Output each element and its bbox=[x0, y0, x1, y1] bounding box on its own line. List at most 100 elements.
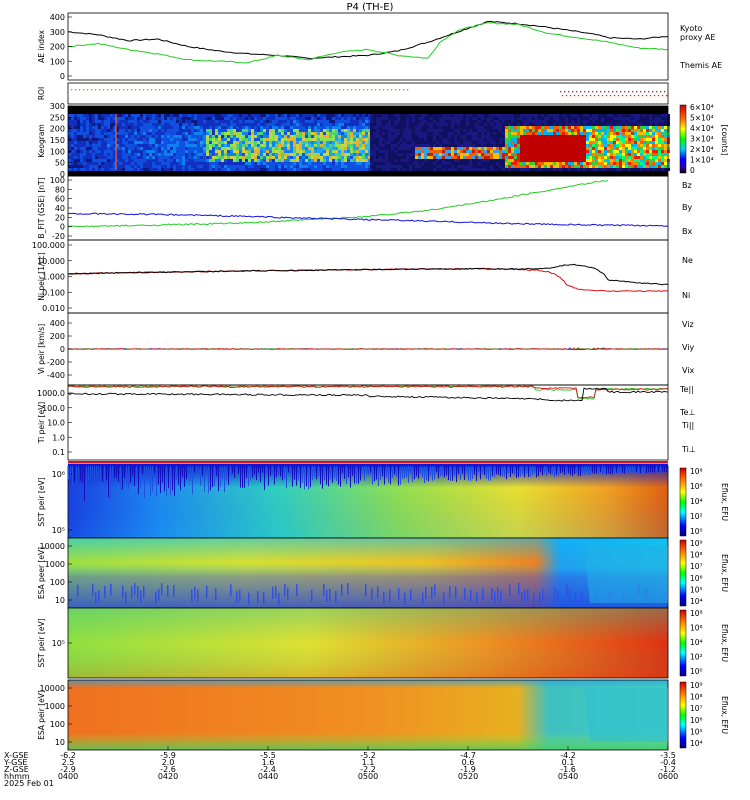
roi-dot bbox=[648, 91, 650, 93]
keogram-cell bbox=[98, 165, 101, 168]
keogram-cell bbox=[475, 150, 478, 153]
keogram-cell bbox=[260, 150, 263, 153]
keogram-cell bbox=[293, 120, 296, 123]
keogram-cell bbox=[460, 117, 463, 120]
keogram-cell bbox=[203, 120, 206, 123]
roi-dot bbox=[634, 95, 636, 97]
keogram-cell bbox=[113, 165, 116, 168]
sst-streak bbox=[324, 466, 325, 480]
keogram-cell bbox=[140, 159, 143, 162]
keogram-cell bbox=[101, 150, 104, 153]
keogram-cell bbox=[502, 141, 505, 144]
keogram-cell bbox=[430, 126, 433, 129]
keogram-cell bbox=[86, 159, 89, 162]
keogram-cell bbox=[658, 132, 661, 135]
keogram-cell bbox=[448, 123, 451, 126]
keogram-cell bbox=[191, 114, 194, 117]
keogram-cell bbox=[161, 165, 164, 168]
keogram-cell bbox=[329, 135, 332, 138]
keogram-cell bbox=[95, 165, 98, 168]
keogram-cell bbox=[365, 114, 368, 117]
keogram-cell bbox=[80, 153, 83, 156]
keogram-cell bbox=[394, 150, 397, 153]
keogram-cell bbox=[200, 147, 203, 150]
keogram-cell bbox=[439, 132, 442, 135]
sst-streak bbox=[190, 466, 191, 481]
keogram-cell bbox=[586, 141, 589, 144]
esa-streak bbox=[92, 583, 94, 596]
keogram-cell bbox=[320, 117, 323, 120]
keogram-cell bbox=[308, 129, 311, 132]
keogram-cell bbox=[592, 123, 595, 126]
keogram-cell bbox=[140, 147, 143, 150]
keogram-cell bbox=[104, 117, 107, 120]
keogram-cell bbox=[305, 117, 308, 120]
keogram-cell bbox=[409, 144, 412, 147]
keogram-cell bbox=[197, 156, 200, 159]
keogram-cell bbox=[98, 153, 101, 156]
esa-streak bbox=[197, 589, 199, 602]
keogram-cell bbox=[436, 168, 439, 171]
keogram-cell bbox=[520, 129, 523, 132]
keogram-cell bbox=[652, 129, 655, 132]
keogram-cell bbox=[83, 150, 86, 153]
keogram-cell bbox=[95, 150, 98, 153]
esa-streak bbox=[383, 592, 385, 605]
keogram-cell bbox=[95, 132, 98, 135]
keogram-cell bbox=[544, 156, 547, 159]
y-tick-label: 1.0 bbox=[52, 433, 65, 442]
keogram-cell bbox=[266, 117, 269, 120]
keogram-cell bbox=[607, 159, 610, 162]
keogram-cell bbox=[583, 150, 586, 153]
keogram-cell bbox=[532, 144, 535, 147]
keogram-cell bbox=[155, 114, 158, 117]
keogram-cell bbox=[203, 153, 206, 156]
keogram-cell bbox=[526, 165, 529, 168]
keogram-cell bbox=[89, 147, 92, 150]
keogram-cell bbox=[311, 129, 314, 132]
keogram-cell bbox=[194, 162, 197, 165]
keogram-cell bbox=[311, 153, 314, 156]
keogram-cell bbox=[589, 114, 592, 117]
keogram-cell bbox=[457, 123, 460, 126]
esa-streak bbox=[500, 590, 502, 603]
keogram-cell bbox=[164, 153, 167, 156]
keogram-cell bbox=[161, 132, 164, 135]
keogram-cell bbox=[158, 150, 161, 153]
keogram-cell bbox=[245, 153, 248, 156]
keogram-cell bbox=[317, 168, 320, 171]
roi-dot bbox=[562, 95, 564, 97]
keogram-cell bbox=[547, 135, 550, 138]
keogram-cell bbox=[403, 141, 406, 144]
keogram-cell bbox=[368, 132, 371, 135]
keogram-cell bbox=[344, 123, 347, 126]
legend-label: Bz bbox=[682, 181, 692, 190]
keogram-cell bbox=[559, 129, 562, 132]
keogram-cell bbox=[92, 132, 95, 135]
keogram-cell bbox=[326, 117, 329, 120]
roi-dot bbox=[347, 89, 349, 91]
keogram-cell bbox=[601, 135, 604, 138]
keogram-cell bbox=[68, 156, 71, 159]
keogram-cell bbox=[338, 129, 341, 132]
keogram-cell bbox=[598, 126, 601, 129]
keogram-cell bbox=[388, 138, 391, 141]
keogram-cell bbox=[134, 117, 137, 120]
legend-label: Bx bbox=[682, 227, 692, 236]
keogram-cell bbox=[308, 132, 311, 135]
keogram-cell bbox=[257, 135, 260, 138]
keogram-cell bbox=[433, 132, 436, 135]
keogram-cell bbox=[137, 117, 140, 120]
keogram-cell bbox=[616, 135, 619, 138]
keogram-cell bbox=[233, 114, 236, 117]
keogram-cell bbox=[565, 132, 568, 135]
keogram-cell bbox=[607, 165, 610, 168]
keogram-cell bbox=[134, 120, 137, 123]
keogram-cell bbox=[601, 159, 604, 162]
keogram-cell bbox=[224, 141, 227, 144]
esa-streak bbox=[104, 585, 106, 598]
keogram-cell bbox=[194, 153, 197, 156]
keogram-cell bbox=[95, 141, 98, 144]
keogram-cell bbox=[251, 153, 254, 156]
keogram-cell bbox=[562, 144, 565, 147]
